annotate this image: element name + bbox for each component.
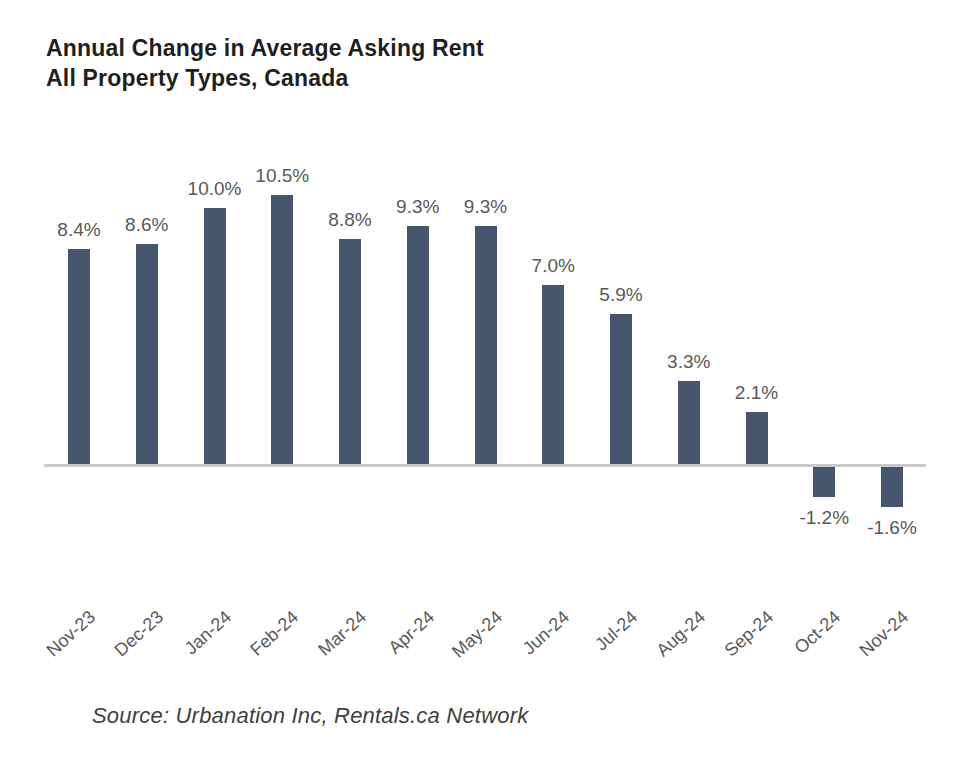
bar [475, 226, 497, 466]
source-note: Source: Urbanation Inc, Rentals.ca Netwo… [92, 703, 528, 729]
bar [813, 466, 835, 497]
bar [68, 249, 90, 466]
bar-value-label: 3.3% [641, 349, 737, 374]
bar [610, 314, 632, 466]
bar-chart: 8.4%Nov-238.6%Dec-2310.0%Jan-2410.5%Feb-… [0, 0, 980, 759]
bar-value-label: 10.5% [234, 163, 330, 188]
bar-value-label: 5.9% [573, 282, 669, 307]
chart-page: Annual Change in Average Asking Rent All… [0, 0, 980, 759]
bar [271, 195, 293, 466]
bar-value-label: 7.0% [505, 253, 601, 278]
bar [746, 412, 768, 466]
bar [881, 466, 903, 507]
bar-value-label: 8.6% [99, 212, 195, 237]
x-axis-line [44, 464, 926, 467]
bar [407, 226, 429, 466]
bar-value-label: -1.6% [844, 515, 940, 540]
bar-value-label: 9.3% [438, 194, 534, 219]
bar [136, 244, 158, 466]
bar [339, 239, 361, 466]
bar [542, 285, 564, 466]
bar-value-label: 2.1% [709, 380, 805, 405]
bar [204, 208, 226, 466]
bar [678, 381, 700, 466]
